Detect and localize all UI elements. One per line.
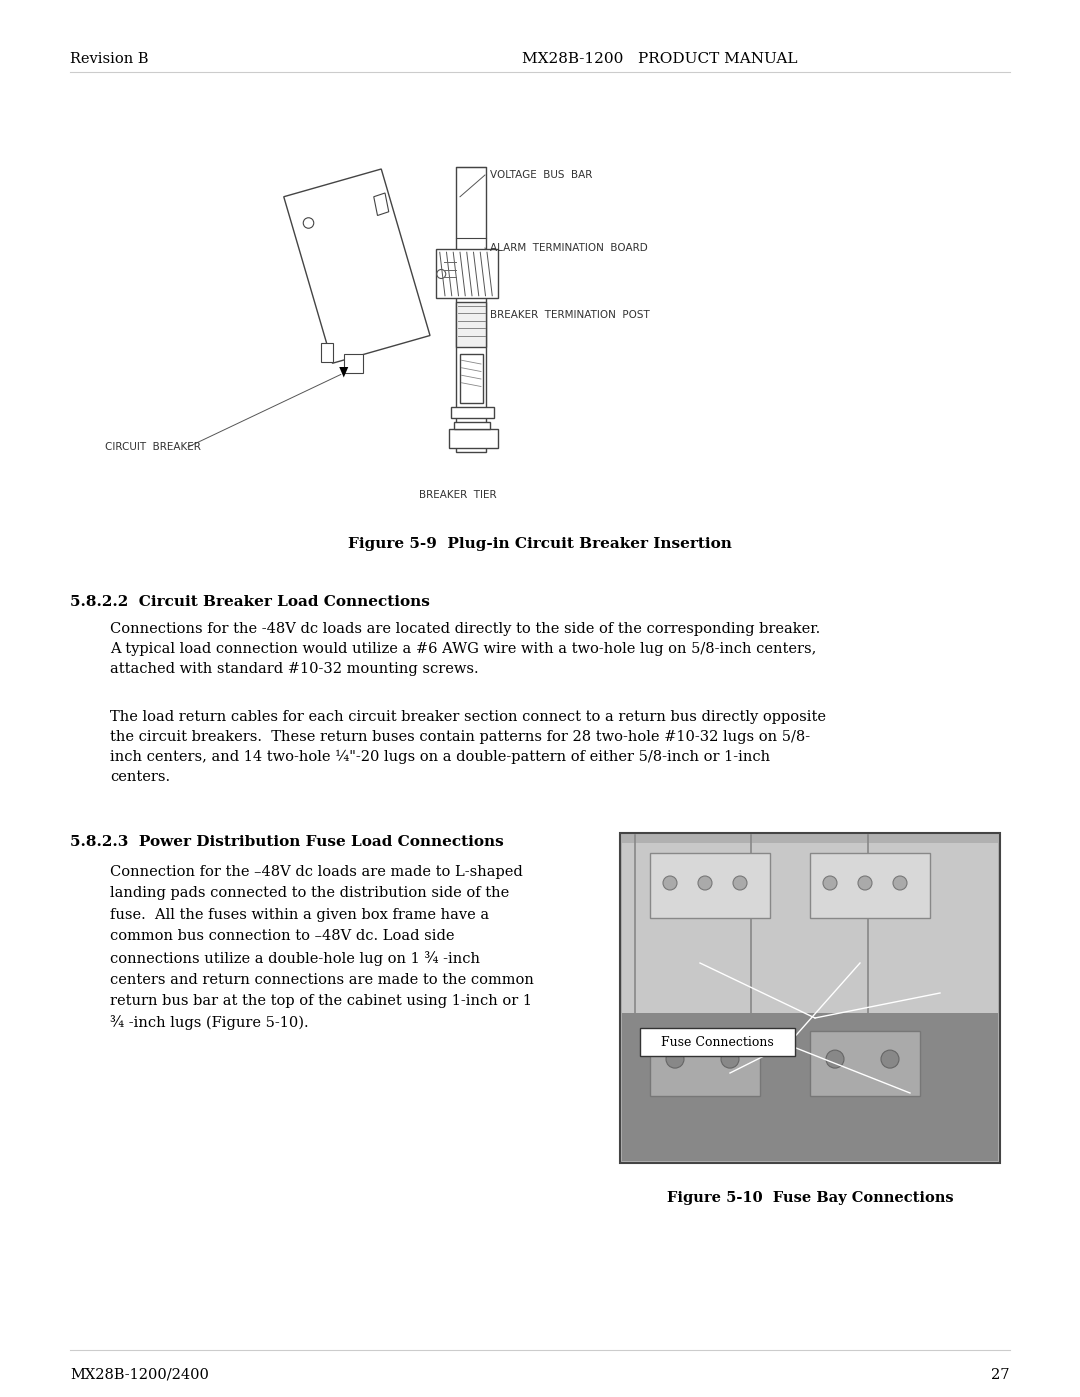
Text: MX28B-1200/2400: MX28B-1200/2400 [70, 1368, 208, 1382]
Text: Fuse Connections: Fuse Connections [661, 1035, 774, 1049]
Text: connections utilize a double-hole lug on 1 ¾ -inch: connections utilize a double-hole lug on… [110, 951, 480, 965]
Bar [620, 833, 1000, 1162]
Circle shape [893, 876, 907, 890]
Text: Connection for the –48V dc loads are made to L-shaped: Connection for the –48V dc loads are mad… [110, 865, 523, 879]
Text: ¾ -inch lugs (Figure 5-10).: ¾ -inch lugs (Figure 5-10). [110, 1016, 309, 1031]
Text: Revision B: Revision B [70, 52, 149, 66]
Bar [460, 355, 483, 402]
Bar [810, 1031, 920, 1097]
Text: ALARM  TERMINATION  BOARD: ALARM TERMINATION BOARD [490, 243, 648, 253]
Text: landing pads connected to the distribution side of the: landing pads connected to the distributi… [110, 887, 510, 901]
Polygon shape [321, 344, 333, 362]
Polygon shape [284, 169, 430, 363]
Circle shape [663, 876, 677, 890]
Bar [640, 1028, 795, 1056]
Text: BREAKER  TIER: BREAKER TIER [419, 490, 497, 500]
Circle shape [721, 1051, 739, 1069]
Circle shape [881, 1051, 899, 1069]
Bar [454, 422, 490, 429]
Text: BREAKER  TERMINATION  POST: BREAKER TERMINATION POST [490, 310, 650, 320]
Bar [810, 854, 930, 918]
Bar [650, 1031, 760, 1097]
Text: fuse.  All the fuses within a given box frame have a: fuse. All the fuses within a given box f… [110, 908, 489, 922]
Text: 5.8.2.3  Power Distribution Fuse Load Connections: 5.8.2.3 Power Distribution Fuse Load Con… [70, 835, 503, 849]
Circle shape [823, 876, 837, 890]
Polygon shape [343, 355, 363, 373]
Circle shape [826, 1051, 843, 1069]
Text: common bus connection to –48V dc. Load side: common bus connection to –48V dc. Load s… [110, 929, 455, 943]
Text: VOLTAGE  BUS  BAR: VOLTAGE BUS BAR [490, 170, 592, 180]
Bar [622, 1013, 998, 1161]
Bar [449, 429, 498, 448]
Polygon shape [374, 193, 389, 215]
Text: Figure 5-9  Plug-in Circuit Breaker Insertion: Figure 5-9 Plug-in Circuit Breaker Inser… [348, 536, 732, 550]
Text: CIRCUIT  BREAKER: CIRCUIT BREAKER [105, 441, 201, 453]
Text: 5.8.2.2  Circuit Breaker Load Connections: 5.8.2.2 Circuit Breaker Load Connections [70, 595, 430, 609]
Circle shape [698, 876, 712, 890]
Circle shape [666, 1051, 684, 1069]
Text: MX28B-1200   PRODUCT MANUAL: MX28B-1200 PRODUCT MANUAL [523, 52, 798, 66]
Text: return bus bar at the top of the cabinet using 1-inch or 1: return bus bar at the top of the cabinet… [110, 995, 532, 1009]
Text: Connections for the -48V dc loads are located directly to the side of the corres: Connections for the -48V dc loads are lo… [110, 622, 820, 676]
Text: Figure 5-10  Fuse Bay Connections: Figure 5-10 Fuse Bay Connections [666, 1192, 954, 1206]
Bar [456, 166, 486, 451]
Bar [436, 249, 498, 298]
Bar [456, 302, 486, 346]
Polygon shape [339, 367, 348, 377]
Bar [650, 854, 770, 918]
Text: 27: 27 [991, 1368, 1010, 1382]
Bar [451, 407, 494, 418]
Text: centers and return connections are made to the common: centers and return connections are made … [110, 972, 534, 986]
Circle shape [733, 876, 747, 890]
Bar [622, 842, 998, 1014]
Text: The load return cables for each circuit breaker section connect to a return bus : The load return cables for each circuit … [110, 710, 826, 785]
Circle shape [858, 876, 872, 890]
